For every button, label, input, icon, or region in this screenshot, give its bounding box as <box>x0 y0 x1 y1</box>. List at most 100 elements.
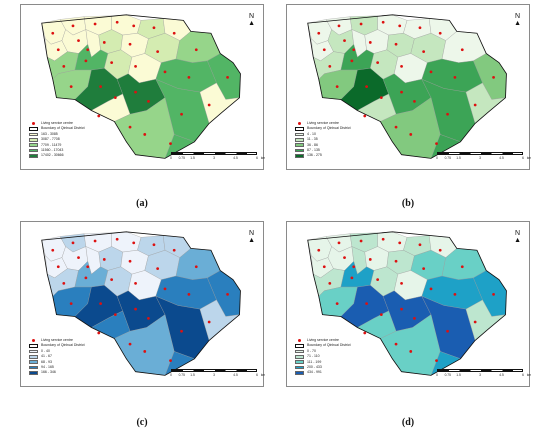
service-centre-marker <box>328 64 332 68</box>
service-centre-marker <box>69 85 73 88</box>
service-centre-marker <box>422 50 426 54</box>
service-centre-marker <box>394 259 398 263</box>
service-centre-marker <box>394 342 398 346</box>
color-swatch <box>29 360 38 365</box>
scale-tick-label: 1.5 <box>456 155 461 160</box>
service-centre-marker <box>132 24 136 28</box>
scale-unit: km <box>526 372 532 377</box>
color-swatch <box>29 355 38 359</box>
service-centre-marker <box>335 85 339 88</box>
service-centre-marker <box>422 267 426 271</box>
service-centre-marker <box>409 350 413 353</box>
service-centre-marker <box>343 39 346 42</box>
service-centre-marker <box>429 70 433 74</box>
scale-tick-label: 1.5 <box>190 155 195 160</box>
service-centre-marker <box>71 241 75 245</box>
legend-class: 17402 - 30666 <box>29 153 85 158</box>
service-centre-marker <box>409 133 413 136</box>
service-centre-marker <box>169 359 172 363</box>
color-swatch <box>295 143 304 148</box>
service-centre-marker <box>365 85 368 88</box>
service-centre-marker <box>77 39 80 42</box>
service-centre-marker <box>376 61 380 65</box>
service-centre-marker <box>180 112 183 116</box>
legend-class: 3087 - 7708 <box>29 137 85 142</box>
district-map <box>307 231 507 376</box>
service-centre-marker <box>460 265 464 269</box>
legend-class: 4 - 10 <box>295 132 351 137</box>
service-centre-marker <box>473 103 477 107</box>
red-dot-icon <box>32 122 36 126</box>
service-centre-marker <box>110 61 114 65</box>
map-legend: Living service centre Boundary of Qinhuai… <box>295 338 351 376</box>
service-centre-marker <box>128 125 132 129</box>
legend-boundary: Boundary of Qinhuai District <box>29 343 85 348</box>
color-swatch <box>29 349 38 354</box>
legend-class: 87 - 135 <box>295 148 351 153</box>
map-panel-b: N ▲ Living service centre Boundary of Qinhu… <box>286 4 531 170</box>
service-centre-marker <box>86 265 90 269</box>
caption-c: (c) <box>136 417 148 428</box>
legend-boundary: Boundary of Qinhuai District <box>295 343 351 348</box>
legend-boundary: Boundary of Qinhuai District <box>29 126 85 131</box>
color-swatch <box>295 365 304 370</box>
legend-class: 0 - 70 <box>295 349 351 354</box>
scale-bar: 0 0.75 1.5 3 4.5 6 km <box>436 152 531 164</box>
service-centre-marker <box>446 329 449 333</box>
color-swatch <box>295 138 304 142</box>
service-centre-marker <box>62 64 66 68</box>
legend-class: 136 - 275 <box>295 153 351 158</box>
caption-d: (d) <box>401 417 415 428</box>
service-centre-marker <box>317 31 321 35</box>
legend-class: 68 - 93 <box>29 360 85 365</box>
scale-tick-label: 3 <box>479 372 481 377</box>
service-centre-marker <box>147 99 150 103</box>
service-centre-marker <box>187 76 191 79</box>
service-centre-marker <box>359 22 363 26</box>
service-centre-marker <box>77 256 80 259</box>
color-swatch <box>295 154 304 158</box>
service-centre-marker <box>172 31 176 35</box>
district-map <box>307 14 507 159</box>
service-centre-marker <box>473 320 477 324</box>
caption-b: (b) <box>401 198 415 209</box>
service-centre-marker <box>400 307 403 311</box>
service-centre-marker <box>172 248 176 252</box>
service-centre-marker <box>381 237 385 241</box>
service-centre-marker <box>394 42 398 46</box>
service-centre-marker <box>93 239 97 243</box>
boundary-swatch <box>295 344 304 348</box>
color-swatch <box>29 138 38 142</box>
service-centre-marker <box>350 276 354 280</box>
service-centre-marker <box>115 237 119 241</box>
map-panel-a: N ▲ Living service centre Boundary of Qinhu… <box>20 4 265 170</box>
legend-centres: Living service centre <box>29 338 85 343</box>
service-centre-marker <box>363 114 367 118</box>
service-centre-marker <box>51 248 55 252</box>
service-centre-marker <box>93 22 97 26</box>
north-arrow-icon: N ▲ <box>514 13 521 27</box>
district-boundary <box>41 231 241 376</box>
color-swatch <box>29 154 38 158</box>
scale-tick-label: 0.75 <box>178 372 185 377</box>
color-swatch <box>29 371 38 375</box>
service-centre-marker <box>337 241 341 245</box>
service-centre-marker <box>147 316 150 320</box>
scale-tick-label: 6 <box>522 372 524 377</box>
service-centre-marker <box>435 142 438 146</box>
service-centre-marker <box>97 331 101 335</box>
color-swatch <box>29 365 38 370</box>
legend-centres: Living service centre <box>295 338 351 343</box>
color-swatch <box>295 360 304 365</box>
scale-tick-label: 0.75 <box>178 155 185 160</box>
service-centre-marker <box>51 31 55 35</box>
service-centre-marker <box>128 342 132 346</box>
service-centre-marker <box>97 114 101 118</box>
service-centre-marker <box>394 125 398 129</box>
service-centre-marker <box>134 64 137 68</box>
legend-class: 11560 - 17043 <box>29 148 85 153</box>
service-centre-marker <box>413 316 416 320</box>
service-centre-marker <box>226 293 229 296</box>
service-centre-marker <box>368 258 372 261</box>
service-centre-marker <box>194 265 198 269</box>
